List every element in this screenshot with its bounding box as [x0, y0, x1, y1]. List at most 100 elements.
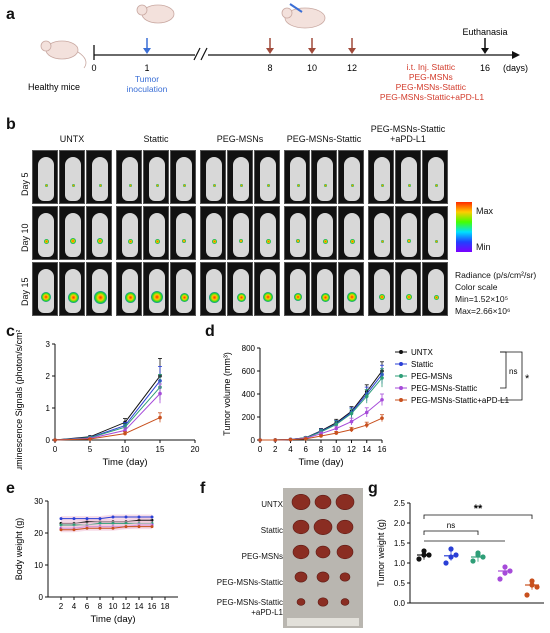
data-point — [111, 526, 115, 530]
mouse-body — [317, 213, 333, 257]
bli-mouse-image — [200, 150, 226, 204]
tumor-signal-spot — [320, 292, 330, 302]
tumor-signal-spot — [211, 238, 217, 244]
mouse-body — [374, 213, 390, 257]
tumor-specimen — [314, 494, 332, 510]
y-tick-label: 30 — [34, 497, 43, 506]
tumor-signal-spot — [296, 239, 300, 243]
chart-g-tumor-weight: 0.0 0.5 1.0 1.5 2.0 2.5 Tumor weight (g) ns ** — [376, 499, 544, 608]
y-tick-label: 10 — [34, 561, 43, 570]
legend-marker — [399, 386, 403, 390]
data-point — [534, 584, 540, 590]
y-tick-label: 0 — [251, 436, 256, 445]
data-point — [150, 525, 154, 529]
y-tick-label: 600 — [242, 367, 256, 376]
legend-marker — [399, 350, 403, 354]
x-tick-label: 12 — [347, 445, 356, 454]
x-tick-label: 12 — [122, 602, 131, 611]
bli-mouse-image — [59, 150, 85, 204]
data-point — [319, 434, 323, 438]
series-line — [61, 516, 152, 520]
bli-mouse-image — [311, 150, 337, 204]
data-point — [426, 552, 432, 558]
bli-mouse-image — [422, 150, 448, 204]
bli-mouse-image — [170, 206, 196, 260]
data-point — [364, 394, 369, 399]
mouse-body — [401, 213, 417, 257]
mouse-body — [290, 213, 306, 257]
photo-row-peg-msns-stattic: PEG-MSNs-Stattic — [216, 578, 283, 587]
euthanasia-label: Euthanasia — [462, 27, 507, 37]
tumor-signal-spot — [407, 183, 411, 187]
tumor-signal-spot — [67, 291, 79, 303]
tick-16: 16 — [480, 63, 490, 73]
x-tick-label: 2 — [59, 602, 64, 611]
star-annotation: * — [525, 373, 530, 385]
tumor-signal-spot — [124, 291, 136, 303]
mouse-body — [374, 269, 390, 313]
panel-e-label: e — [6, 480, 15, 497]
days-unit: (days) — [503, 63, 528, 73]
legend-marker — [399, 374, 403, 378]
mouse-body — [290, 269, 306, 313]
bli-mouse-image — [311, 206, 337, 260]
bli-mouse-image — [368, 206, 394, 260]
data-point — [88, 437, 92, 441]
data-point — [364, 410, 369, 415]
mouse-body — [92, 157, 108, 201]
tumor-specimen — [313, 519, 333, 535]
mouse-body — [260, 213, 276, 257]
y-tick-label: 20 — [34, 529, 43, 538]
y-tick-label: 400 — [242, 390, 256, 399]
data-point — [273, 438, 278, 442]
mouse-body — [344, 213, 360, 257]
x-tick-label: 10 — [109, 602, 118, 611]
x-axis-label: Time (day) — [102, 457, 147, 468]
bli-mouse-image — [368, 150, 394, 204]
tumor-signal-spot — [323, 183, 327, 187]
data-point — [124, 525, 128, 529]
tumor-signal-spot — [71, 183, 75, 187]
tumor-specimen — [336, 544, 354, 560]
x-tick-label: 6 — [304, 445, 309, 454]
bli-mouse-image — [395, 150, 421, 204]
x-tick-label: 8 — [319, 445, 324, 454]
legend-label: Stattic — [411, 360, 433, 369]
data-point — [72, 528, 76, 532]
bli-mouse-image — [170, 150, 196, 204]
bli-mouse-image — [32, 262, 58, 316]
data-point — [448, 554, 454, 560]
tumor-signal-spot — [182, 239, 186, 243]
panel-b-label: b — [6, 116, 16, 133]
tumor-specimen — [317, 597, 329, 607]
photo-row-peg-msns: PEG-MSNs — [241, 552, 283, 561]
bli-mouse-image — [86, 206, 112, 260]
y-tick-label: 800 — [242, 344, 256, 353]
photo-row-combo: PEG-MSNs-Stattic +aPD-L1 — [216, 598, 283, 617]
tumor-signal-spot — [406, 294, 412, 300]
data-point — [529, 582, 535, 588]
mouse-body — [206, 213, 222, 257]
mouse-body — [260, 157, 276, 201]
tumor-signal-spot — [434, 239, 438, 243]
data-point — [475, 552, 481, 558]
data-point — [158, 391, 162, 396]
bli-mouse-image — [200, 262, 226, 316]
photo-row-stattic: Stattic — [260, 526, 283, 535]
tumor-signal-spot — [380, 239, 384, 243]
tumor-signal-spot — [349, 238, 355, 244]
y-tick-label: 1 — [46, 404, 51, 413]
data-point — [497, 576, 503, 582]
tumor-specimen — [340, 598, 350, 606]
data-point — [334, 426, 339, 431]
tick-12: 12 — [347, 63, 357, 73]
data-point — [349, 427, 354, 432]
mouse-body — [233, 157, 249, 201]
x-tick-label: 16 — [378, 445, 387, 454]
tumor-inoc-line1: Tumor — [135, 74, 159, 84]
data-point — [98, 526, 102, 530]
x-axis-label: Time (day) — [90, 614, 135, 625]
bracket-star — [500, 351, 523, 401]
scale-max-label: Max — [476, 206, 494, 216]
mouse-body — [428, 157, 444, 201]
